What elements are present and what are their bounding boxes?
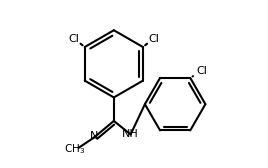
- Text: NH: NH: [121, 129, 138, 139]
- Text: CH$_3$: CH$_3$: [64, 143, 85, 156]
- Text: Cl: Cl: [196, 66, 207, 76]
- Text: N: N: [90, 131, 98, 141]
- Text: Cl: Cl: [68, 34, 79, 45]
- Text: Cl: Cl: [148, 34, 159, 45]
